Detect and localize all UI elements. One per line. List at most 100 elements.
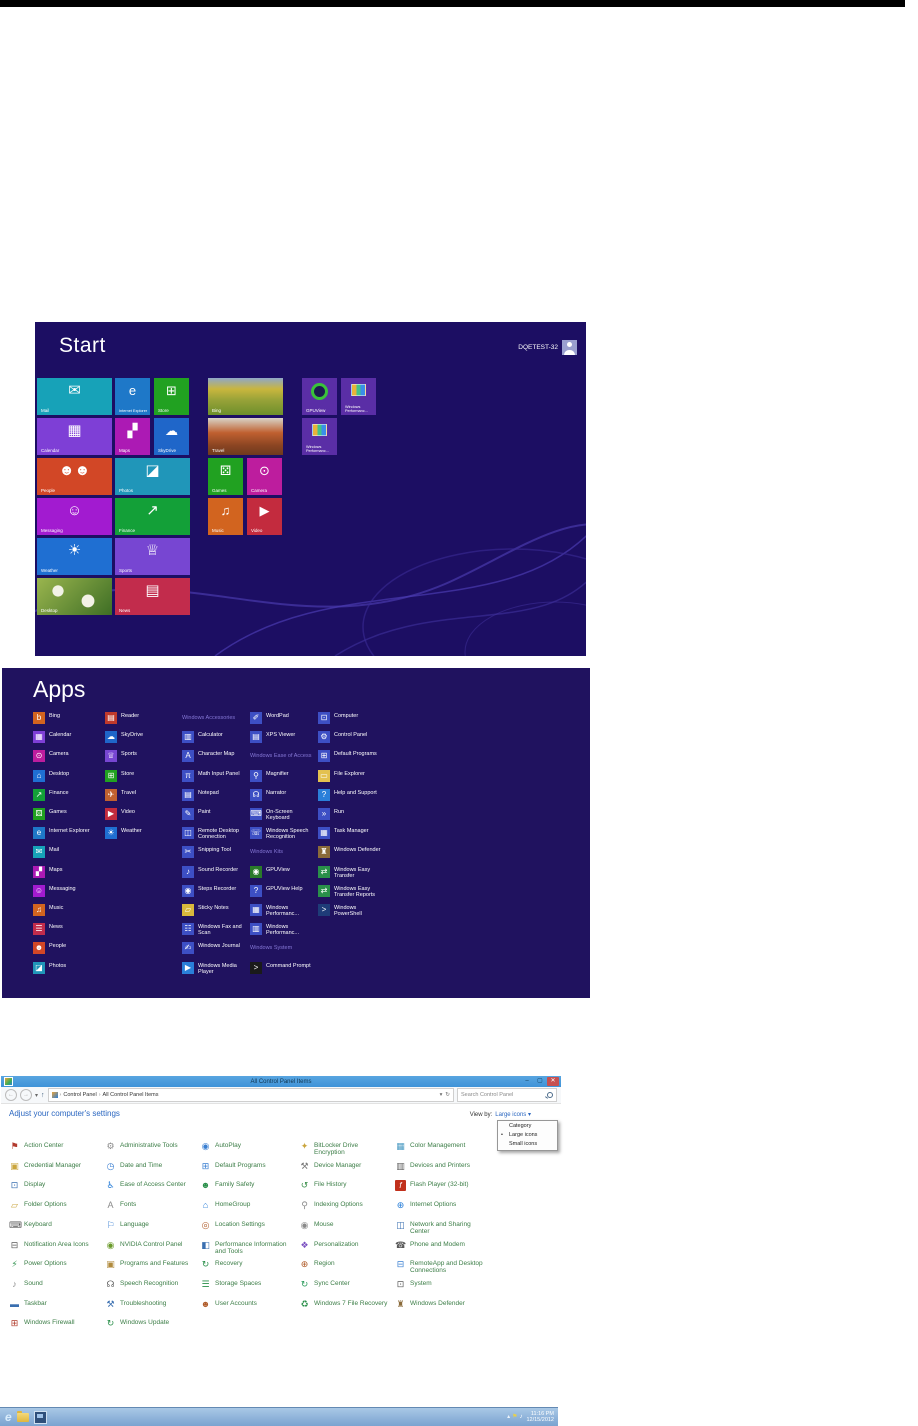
app-item-steps-recorder[interactable]: ◉ Steps Recorder [182, 884, 236, 897]
cp-item-homegroup[interactable]: ⌂ HomeGroup [200, 1200, 296, 1211]
cp-item-bitlocker-drive-encryption[interactable]: ✦ BitLocker Drive Encryption [299, 1141, 395, 1156]
app-item-run[interactable]: » Run [318, 808, 344, 820]
app-item-control-panel[interactable]: ⚙ Control Panel [318, 731, 367, 744]
tile-windows-performanc[interactable]: Windows Performanc... [341, 378, 376, 415]
cp-item-power-options[interactable]: ⚡ Power Options [9, 1259, 105, 1270]
app-item-xps-viewer[interactable]: ▤ XPS Viewer [250, 731, 295, 744]
tile-finance[interactable]: ↗ Finance [115, 498, 190, 535]
tile-camera[interactable]: ⊙ Camera [247, 458, 282, 495]
cp-item-mouse[interactable]: ◉ Mouse [299, 1220, 395, 1231]
view-menu-item-small-icons[interactable]: Small icons [498, 1140, 557, 1149]
cp-item-system[interactable]: ⊡ System [395, 1279, 491, 1290]
cp-item-ease-of-access-center[interactable]: ♿ Ease of Access Center [105, 1180, 201, 1191]
file-explorer-icon[interactable] [16, 1411, 29, 1422]
back-button[interactable]: ← [5, 1089, 17, 1101]
app-item-music[interactable]: ♫ Music [33, 904, 63, 916]
up-button[interactable]: ↑ [41, 1091, 45, 1099]
app-item-math-input-panel[interactable]: π Math Input Panel [182, 769, 240, 782]
view-menu-item-category[interactable]: Category [498, 1122, 557, 1131]
tile-games[interactable]: ⚄ Games [208, 458, 243, 495]
volume-icon[interactable]: ♪ [519, 1414, 523, 1420]
show-hidden-icons[interactable]: ▴ [507, 1414, 511, 1420]
cp-item-windows-firewall[interactable]: ⊞ Windows Firewall [9, 1318, 105, 1329]
cp-item-notification-area-icons[interactable]: ⊟ Notification Area Icons [9, 1240, 105, 1251]
app-item-internet-explorer[interactable]: e Internet Explorer [33, 827, 90, 840]
app-item-games[interactable]: ⚄ Games [33, 808, 67, 820]
app-item-maps[interactable]: ▞ Maps [33, 865, 62, 878]
app-item-photos[interactable]: ◪ Photos [33, 961, 66, 974]
tile-weather[interactable]: ☀ Weather [37, 538, 112, 575]
app-item-windows-fax-and-scan[interactable]: ☷ Windows Fax and Scan [182, 923, 248, 936]
app-item-windows-speech-recognition[interactable]: ☏ Windows Speech Recognition [250, 827, 316, 840]
cp-item-speech-recognition[interactable]: ☊ Speech Recognition [105, 1279, 201, 1290]
internet-explorer-icon[interactable]: e [5, 1410, 12, 1424]
tile-travel[interactable]: Travel [208, 418, 283, 455]
cp-item-devices-and-printers[interactable]: ▥ Devices and Printers [395, 1161, 491, 1172]
cp-item-action-center[interactable]: ⚑ Action Center [9, 1141, 105, 1152]
cp-item-location-settings[interactable]: ◎ Location Settings [200, 1220, 296, 1231]
refresh-icon[interactable]: ↻ [445, 1092, 450, 1098]
tile-gpuview[interactable]: GPUView [302, 378, 337, 415]
app-item-character-map[interactable]: A Character Map [182, 750, 234, 763]
tile-sports[interactable]: ♕ Sports [115, 538, 190, 575]
app-item-windows-easy-transfer-reports[interactable]: ⇄ Windows Easy Transfer Reports [318, 884, 384, 898]
cp-item-remoteapp-and-desktop-connections[interactable]: ⊟ RemoteApp and Desktop Connections [395, 1259, 491, 1274]
app-item-calculator[interactable]: ▥ Calculator [182, 731, 223, 744]
breadcrumb-all-items[interactable]: All Control Panel Items [102, 1092, 159, 1098]
tile-photos[interactable]: ◪ Photos [115, 458, 190, 495]
app-item-notepad[interactable]: ▤ Notepad [182, 788, 219, 801]
tile-desktop[interactable]: Desktop [37, 578, 112, 615]
cp-item-folder-options[interactable]: ▱ Folder Options [9, 1200, 105, 1211]
tile-messaging[interactable]: ☺ Messaging [37, 498, 112, 535]
cp-item-windows-defender[interactable]: ♜ Windows Defender [395, 1299, 491, 1310]
app-item-windows-easy-transfer[interactable]: ⇄ Windows Easy Transfer [318, 865, 384, 879]
cp-item-recovery[interactable]: ↻ Recovery [200, 1259, 296, 1270]
app-item-file-explorer[interactable]: ▭ File Explorer [318, 769, 365, 782]
app-item-travel[interactable]: ✈ Travel [105, 788, 136, 801]
view-by-dropdown[interactable]: Large icons ▾ [495, 1112, 531, 1118]
cp-item-flash-player-32-bit[interactable]: f Flash Player (32-bit) [395, 1180, 491, 1192]
cp-item-credential-manager[interactable]: ▣ Credential Manager [9, 1161, 105, 1172]
cp-item-performance-information-and-tools[interactable]: ◧ Performance Information and Tools [200, 1240, 296, 1255]
app-item-mail[interactable]: ✉ Mail [33, 846, 59, 859]
app-item-windows-defender[interactable]: ♜ Windows Defender [318, 846, 380, 859]
cp-item-language[interactable]: ⚐ Language [105, 1220, 201, 1231]
app-item-store[interactable]: ⊞ Store [105, 769, 134, 782]
cp-item-administrative-tools[interactable]: ⚙ Administrative Tools [105, 1141, 201, 1152]
close-button[interactable]: ✕ [547, 1077, 559, 1086]
cp-item-network-and-sharing-center[interactable]: ◫ Network and Sharing Center [395, 1220, 491, 1235]
user-badge[interactable]: DQETEST-32 [518, 340, 577, 355]
cp-item-windows-update[interactable]: ↻ Windows Update [105, 1318, 201, 1329]
app-item-desktop[interactable]: ⌂ Desktop [33, 769, 69, 782]
app-item-video[interactable]: ▶ Video [105, 808, 135, 820]
forward-button[interactable]: → [20, 1089, 32, 1101]
app-item-people[interactable]: ☻ People [33, 942, 66, 955]
app-item-news[interactable]: ☰ News [33, 923, 63, 936]
app-item-paint[interactable]: ✎ Paint [182, 808, 211, 820]
app-item-sound-recorder[interactable]: ♪ Sound Recorder [182, 865, 238, 878]
app-item-sports[interactable]: ♕ Sports [105, 750, 137, 763]
cp-item-file-history[interactable]: ↺ File History [299, 1180, 395, 1191]
recent-pages-caret-icon[interactable]: ▾ [35, 1092, 39, 1099]
tile-internet-explorer[interactable]: e Internet Explorer [115, 378, 150, 415]
cp-item-display[interactable]: ⊡ Display [9, 1180, 105, 1191]
cp-item-troubleshooting[interactable]: ⚒ Troubleshooting [105, 1299, 201, 1310]
app-item-sticky-notes[interactable]: ▱ Sticky Notes [182, 904, 229, 916]
app-item-on-screen-keyboard[interactable]: ⌨ On-Screen Keyboard [250, 808, 316, 821]
tile-news[interactable]: ▤ News [115, 578, 190, 615]
cp-item-device-manager[interactable]: ⚒ Device Manager [299, 1161, 395, 1172]
app-item-task-manager[interactable]: ▦ Task Manager [318, 827, 369, 840]
tile-maps[interactable]: ▞ Maps [115, 418, 150, 455]
tile-music[interactable]: ♫ Music [208, 498, 243, 535]
app-item-finance[interactable]: ↗ Finance [33, 788, 69, 801]
app-item-default-programs[interactable]: ⊞ Default Programs [318, 750, 377, 763]
cp-item-region[interactable]: ⊕ Region [299, 1259, 395, 1270]
maximize-button[interactable]: ▢ [537, 1078, 543, 1084]
app-item-reader[interactable]: ▤ Reader [105, 712, 139, 724]
search-input[interactable] [461, 1092, 537, 1098]
app-item-windows-powershell[interactable]: > Windows PowerShell [318, 904, 384, 917]
title-bar[interactable]: All Control Panel Items – ▢ ✕ [1, 1076, 561, 1087]
app-item-bing[interactable]: b Bing [33, 712, 60, 724]
app-item-remote-desktop-connection[interactable]: ◫ Remote Desktop Connection [182, 827, 248, 840]
app-item-windows-performanc[interactable]: ▥ Windows Performanc... [250, 923, 316, 936]
